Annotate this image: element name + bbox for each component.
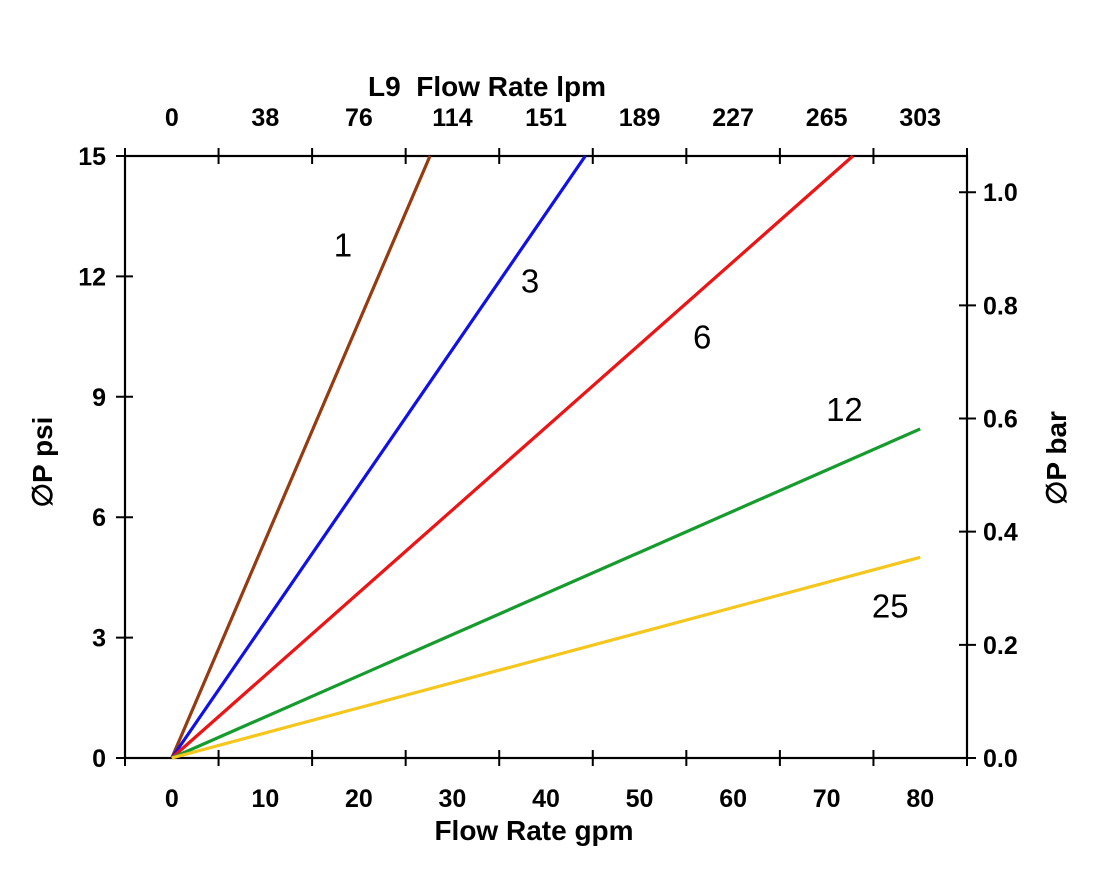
x-bottom-tick-label: 0 [165,785,179,813]
series-label-25: 25 [872,587,909,624]
x-bottom-tick-label: 70 [813,785,841,813]
series-label-1: 1 [334,226,352,263]
series-line-12 [171,427,921,760]
x-top-tick-label: 0 [165,104,179,132]
series-line-25 [171,555,921,760]
x-bottom-tick-label: 40 [532,785,560,813]
plot-border [123,154,969,760]
x-top-tick-label: 151 [525,104,567,132]
series-label-12: 12 [826,391,863,428]
x-bottom-tick-label: 60 [719,785,747,813]
x-top-tick-label: 303 [899,104,941,132]
x-bottom-tick-label: 10 [251,785,279,813]
y-axis-left-tick-labels: 0 3 6 9 12 15 [78,143,106,773]
series-label-3: 3 [521,262,539,299]
series-label-6: 6 [693,319,711,356]
y-right-tick-label: 0.8 [983,292,1018,320]
bottom-axis-title: Flow Rate gpm [434,815,633,846]
x-top-tick-label: 114 [432,104,472,132]
x-top-tick-label: 189 [619,104,661,132]
series-lines: 1 3 6 12 25 [170,154,921,760]
y-left-tick-label: 9 [92,384,106,412]
y-left-tick-label: 12 [78,263,106,291]
y-left-tick-label: 6 [92,504,106,532]
y-right-tick-label: 0.0 [983,745,1018,773]
series-line-3 [170,155,587,759]
y-left-tick-label: 3 [92,625,106,653]
y-right-tick-label: 0.6 [983,406,1018,434]
y-right-tick-label: 0.2 [983,632,1018,660]
y-axis-right-tick-labels: 0.0 0.2 0.4 0.6 0.8 1.0 [983,179,1018,773]
y-left-tick-label: 0 [92,745,106,773]
x-axis-bottom-tick-labels: 0 10 20 30 40 50 60 70 80 [165,785,934,813]
x-axis-top-tick-labels: 0 38 76 114 151 189 227 265 303 [165,104,941,132]
left-axis-title: ∅P psi [27,417,58,508]
top-axis-title: L9 Flow Rate lpm [368,71,606,102]
y-left-tick-label: 15 [78,143,106,171]
x-bottom-tick-label: 30 [439,785,467,813]
x-bottom-tick-label: 80 [906,785,934,813]
x-top-tick-label: 227 [712,104,754,132]
series-line-6 [170,154,854,760]
x-top-tick-label: 76 [345,104,373,132]
x-bottom-tick-label: 20 [345,785,373,813]
x-bottom-tick-label: 50 [626,785,654,813]
series-line-1 [170,155,432,759]
right-axis-title: ∅P bar [1041,411,1072,505]
y-right-tick-label: 0.4 [983,519,1018,547]
x-top-tick-label: 38 [251,104,279,132]
axis-ticks [116,148,976,766]
y-right-tick-label: 1.0 [983,179,1018,207]
x-top-tick-label: 265 [806,104,848,132]
